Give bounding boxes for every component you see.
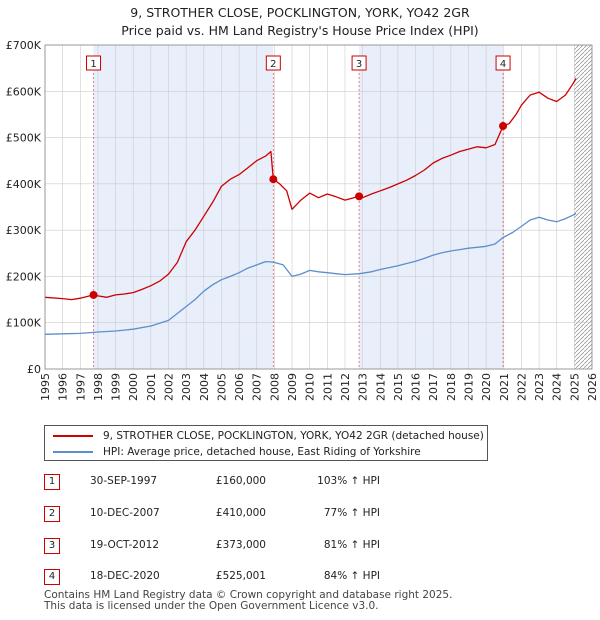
sale-hpi-change: 84% ↑ HPI xyxy=(323,570,380,582)
y-tick-label: £400K xyxy=(6,178,42,191)
x-tick-label: 2019 xyxy=(462,373,475,401)
plot-frame xyxy=(44,44,593,370)
x-tick-label: 2007 xyxy=(251,373,264,401)
sale-price: £525,001 xyxy=(215,570,266,582)
legend-label-property: 9, STROTHER CLOSE, POCKLINGTON, YORK, YO… xyxy=(103,430,484,442)
x-tick-label: 2005 xyxy=(215,373,228,401)
x-tick-label: 2026 xyxy=(586,373,599,401)
sale-price: £410,000 xyxy=(215,507,266,519)
sale-date: 10-DEC-2007 xyxy=(90,507,160,519)
x-tick-label: 1997 xyxy=(74,373,87,401)
ownership-shade xyxy=(93,45,274,369)
sale-marker-label: 4 xyxy=(500,59,506,70)
sale-row: 1 30-SEP-1997 £160,000 103% ↑ HPI xyxy=(44,472,464,492)
sale-number-badge: 3 xyxy=(44,538,60,554)
x-tick-label: 1998 xyxy=(92,373,105,401)
footer-line-1: Contains HM Land Registry data © Crown c… xyxy=(44,589,453,601)
legend-item-hpi: HPI: Average price, detached house, East… xyxy=(53,444,421,460)
y-tick-label: £600K xyxy=(6,85,42,98)
legend-item-property: 9, STROTHER CLOSE, POCKLINGTON, YORK, YO… xyxy=(53,428,484,444)
sale-price: £373,000 xyxy=(215,539,266,551)
x-tick-label: 2015 xyxy=(392,373,405,401)
sale-marker-box xyxy=(351,55,367,71)
x-tick-label: 1996 xyxy=(57,373,70,401)
sale-price: £160,000 xyxy=(215,475,266,487)
x-tick-label: 2013 xyxy=(357,373,370,401)
x-tick-label: 2023 xyxy=(533,373,546,401)
x-tick-label: 2010 xyxy=(304,373,317,401)
sale-marker-label: 3 xyxy=(356,59,362,70)
sale-date: 18-DEC-2020 xyxy=(90,570,160,582)
price-chart: 1 2 3 4 £0 £100K £200K £300K £400K £500K £600K £70… xyxy=(6,39,599,401)
series-line-hpi xyxy=(44,212,577,335)
x-tick-label: 2006 xyxy=(233,373,246,401)
sale-row: 4 18-DEC-2020 £525,001 84% ↑ HPI xyxy=(44,567,464,587)
legend-label-hpi: HPI: Average price, detached house, East… xyxy=(103,446,421,458)
sale-marker-label: 2 xyxy=(270,59,276,70)
sale-hpi-change: 103% ↑ HPI xyxy=(317,475,380,487)
sale-number-badge: 4 xyxy=(44,569,60,585)
x-tick-label: 2025 xyxy=(568,373,581,401)
x-tick-label: 2016 xyxy=(410,373,423,401)
sale-row: 2 10-DEC-2007 £410,000 77% ↑ HPI xyxy=(44,504,464,524)
x-tick-label: 2021 xyxy=(498,373,511,401)
sale-date: 30-SEP-1997 xyxy=(90,475,158,487)
legend: 9, STROTHER CLOSE, POCKLINGTON, YORK, YO… xyxy=(44,425,488,461)
y-tick-label: £500K xyxy=(6,132,42,145)
ownership-shade xyxy=(359,45,504,369)
x-tick-label: 2011 xyxy=(321,373,334,401)
title-line-1: 9, STROTHER CLOSE, POCKLINGTON, YORK, YO… xyxy=(130,5,470,20)
y-tick-label: £300K xyxy=(6,224,42,237)
x-tick-label: 2018 xyxy=(445,373,458,401)
sale-marker-box xyxy=(495,55,511,71)
y-tick-label: £0 xyxy=(27,363,41,376)
sale-point xyxy=(89,290,98,299)
x-tick-label: 1999 xyxy=(110,373,123,401)
series-line-property xyxy=(44,77,577,301)
sale-number-badge: 2 xyxy=(44,506,60,522)
legend-swatch-property xyxy=(53,435,93,437)
x-tick-label: 2014 xyxy=(374,373,387,401)
y-tick-label: £200K xyxy=(6,270,42,283)
footer: Contains HM Land Registry data © Crown c… xyxy=(44,590,452,612)
legend-swatch-hpi xyxy=(53,451,93,453)
sale-number-badge: 1 xyxy=(44,474,60,490)
x-tick-label: 2008 xyxy=(268,373,281,401)
sale-point xyxy=(269,175,278,184)
sale-marker-box xyxy=(86,55,102,71)
y-tick-label: £100K xyxy=(6,317,42,330)
x-tick-label: 2017 xyxy=(427,373,440,401)
sale-point xyxy=(499,121,508,130)
sale-row: 3 19-OCT-2012 £373,000 81% ↑ HPI xyxy=(44,536,464,556)
x-tick-label: 2024 xyxy=(551,373,564,401)
sale-point xyxy=(355,192,364,201)
x-tick-label: 2004 xyxy=(198,373,211,401)
x-tick-label: 2022 xyxy=(515,373,528,401)
x-tick-label: 2001 xyxy=(145,373,158,401)
sale-hpi-change: 77% ↑ HPI xyxy=(323,507,380,519)
chart-title: 9, STROTHER CLOSE, POCKLINGTON, YORK, YO… xyxy=(0,4,600,40)
x-tick-label: 2000 xyxy=(127,373,140,401)
forecast-hatch xyxy=(574,45,592,369)
x-tick-label: 2002 xyxy=(163,373,176,401)
y-tick-label: £700K xyxy=(6,39,42,52)
x-tick-label: 2009 xyxy=(286,373,299,401)
footer-line-2: This data is licensed under the Open Gov… xyxy=(44,600,379,612)
sale-marker-box xyxy=(265,55,281,71)
sale-marker-label: 1 xyxy=(90,59,96,70)
x-tick-label: 2012 xyxy=(339,373,352,401)
x-tick-label: 1995 xyxy=(39,373,52,401)
x-tick-label: 2003 xyxy=(180,373,193,401)
x-tick-label: 2020 xyxy=(480,373,493,401)
sale-date: 19-OCT-2012 xyxy=(90,539,159,551)
sale-hpi-change: 81% ↑ HPI xyxy=(323,539,380,551)
title-line-2: Price paid vs. HM Land Registry's House … xyxy=(121,23,479,38)
